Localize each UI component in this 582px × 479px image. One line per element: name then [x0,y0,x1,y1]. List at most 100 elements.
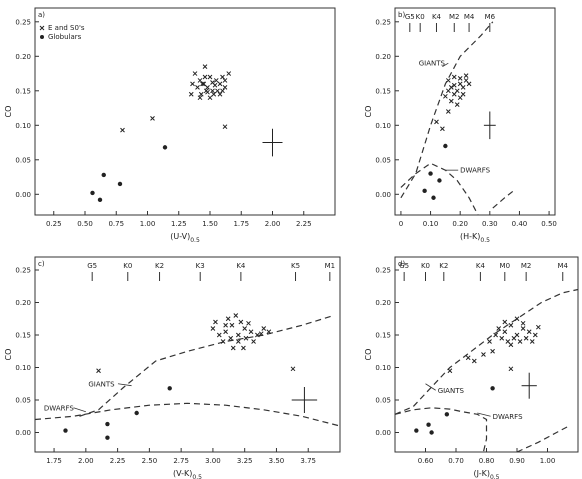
plot-frame [34,256,341,453]
data-point-galaxy [508,366,514,372]
spectral-type-label: K2 [155,262,164,270]
data-point-galaxy [220,88,225,94]
annotation-pointer [477,412,491,417]
x-tick-label: 1.00 [140,220,156,228]
data-point-galaxy [220,74,225,80]
x-axis-label: (V-K)0.5 [173,469,202,479]
curve-annotation-label: DWARFS [460,167,490,175]
data-point-galaxy [220,339,226,344]
y-tick-label: 0.10 [375,122,391,130]
data-point-galaxy [290,366,296,372]
data-point-galaxy [241,345,246,351]
spectral-type-label: M6 [485,13,496,21]
data-point-galaxy [197,95,203,101]
data-point-galaxy [223,322,228,328]
spectral-type-label: G5 [405,13,415,21]
data-point-galaxy [198,91,204,97]
y-tick-label: 0.00 [15,191,31,199]
y-tick-label: 0.15 [375,332,391,340]
data-point-galaxy [202,74,208,80]
x-tick-label: 1.50 [202,220,218,228]
data-point-galaxy [120,127,125,133]
y-tick-label: 0.05 [375,156,391,164]
data-point-galaxy [499,335,505,341]
panel-label: c) [38,260,45,268]
data-point-globular [105,421,110,427]
x-tick-label: 0.60 [418,457,434,465]
curve-line [400,21,494,199]
data-point-galaxy [213,319,218,325]
data-point-globular [431,195,436,200]
data-point-galaxy [210,80,215,85]
data-point-galaxy [201,81,207,87]
data-point-globular [444,412,450,417]
x-tick-label: 0.50 [541,220,557,228]
x-axis-label-subscript: 0.5 [480,237,490,244]
data-point-galaxy [213,78,219,83]
x-axis-label: (J-K)0.5 [474,469,500,479]
data-point-galaxy [190,81,195,87]
data-point-galaxy [235,339,241,344]
data-point-galaxy [217,81,223,87]
x-tick-label: 1.00 [540,457,556,465]
data-point-galaxy [222,124,228,130]
curve-annotation-label: DWARFS [44,404,74,412]
data-point-globular [167,386,172,391]
data-point-galaxy [451,91,457,97]
x-axis-label: (U-V)0.5 [170,232,200,244]
data-point-galaxy [225,316,231,322]
data-point-galaxy [457,76,463,81]
data-point-galaxy [490,348,495,354]
data-point-galaxy [233,313,239,318]
y-tick-label: 0.05 [15,156,31,164]
spectral-type-label: K0 [416,13,425,21]
data-point-galaxy [229,322,235,328]
y-tick-label: 0.00 [375,191,391,199]
x-tick-label: 0.70 [448,457,464,465]
spectral-type-label: K0 [421,262,430,270]
y-tick-label: 0.25 [15,267,31,275]
spectral-type-label: M4 [464,13,475,21]
data-point-galaxy [535,324,541,330]
data-point-globular [414,428,419,433]
x-tick-label: 0.50 [77,220,93,228]
panel-label: a) [38,11,45,19]
data-point-galaxy [210,326,216,331]
curve-line [394,407,488,453]
data-point-galaxy [211,91,217,97]
x-tick-label: 0.40 [512,220,528,228]
x-axis-label-subscript: 0.5 [190,237,200,244]
data-point-galaxy [242,326,248,331]
data-point-galaxy [223,329,228,335]
y-axis-label: CO [364,106,373,118]
data-point-galaxy [228,335,234,341]
data-point-galaxy [215,88,220,94]
data-point-globular [105,435,110,440]
x-tick-label: 0.10 [423,220,439,228]
data-point-galaxy [150,116,155,121]
data-point-globular [162,145,168,150]
data-point-galaxy [466,81,472,87]
x-tick-label: 2.25 [296,220,312,228]
data-point-globular [101,172,106,178]
legend-label: E and S0's [48,24,85,32]
data-point-galaxy [207,95,213,101]
data-point-galaxy [448,98,454,104]
data-point-galaxy [502,329,508,335]
y-tick-label: 0.15 [15,332,31,340]
data-point-galaxy [532,332,538,338]
spectral-type-label: K4 [236,262,246,270]
x-tick-label: 2.00 [78,457,94,465]
y-tick-label: 0.10 [375,364,391,372]
x-tick-label: 1.25 [171,220,187,228]
data-point-galaxy [508,342,514,348]
data-point-galaxy [200,81,205,87]
data-point-globular [443,143,448,149]
legend-marker-dot [40,35,44,39]
annotation-pointer [117,383,132,387]
data-point-galaxy [207,74,213,80]
y-tick-label: 0.20 [375,53,391,61]
data-point-galaxy [447,368,453,374]
y-tick-label: 0.05 [375,397,391,405]
